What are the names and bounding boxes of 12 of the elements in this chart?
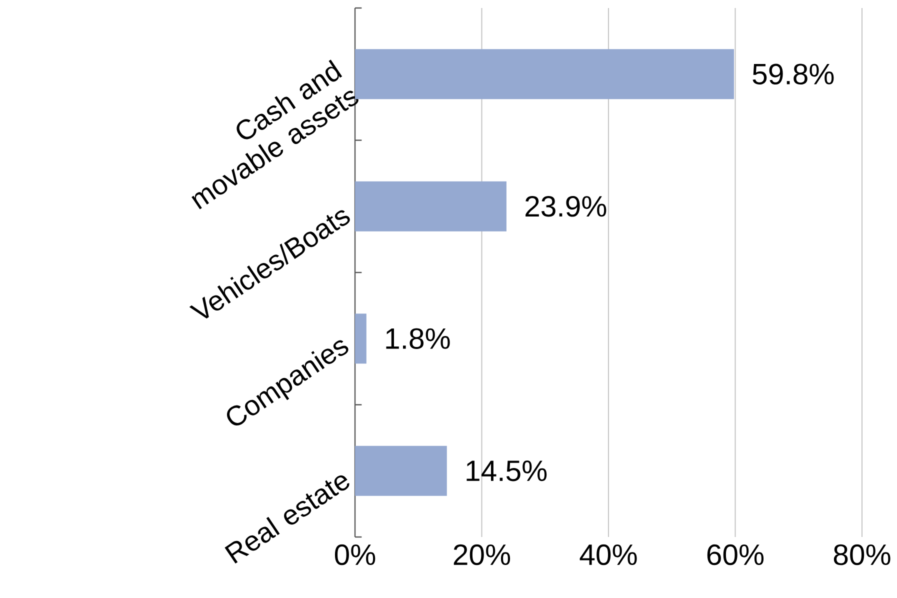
data-label: 14.5% xyxy=(466,460,547,482)
bar xyxy=(355,314,366,364)
x-tick-label: 20% xyxy=(454,544,510,566)
x-tick-label: 60% xyxy=(707,544,764,566)
x-tick-label: 40% xyxy=(580,544,637,566)
x-tick-label: 80% xyxy=(834,544,890,566)
bar xyxy=(355,446,447,496)
data-label: 1.8% xyxy=(386,328,450,350)
data-label: 59.8% xyxy=(752,64,834,85)
bar xyxy=(355,181,506,232)
x-tick-label: 0% xyxy=(334,544,376,566)
data-label: 23.9% xyxy=(526,196,606,217)
